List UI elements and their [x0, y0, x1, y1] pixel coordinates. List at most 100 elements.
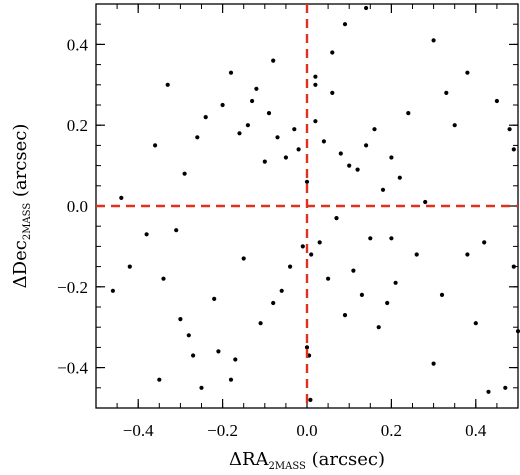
data-points [110, 5, 520, 402]
data-point [351, 268, 356, 273]
data-point [359, 292, 364, 297]
data-point [195, 135, 200, 140]
data-point [397, 175, 402, 180]
data-point [283, 155, 288, 160]
y-tick-label: 0.4 [67, 35, 89, 54]
data-point [199, 385, 204, 390]
data-point [153, 143, 158, 148]
data-point [494, 98, 499, 104]
x-tick-label: 0.2 [381, 421, 402, 440]
data-point [237, 131, 242, 136]
y-tick-label: −0.2 [57, 278, 88, 297]
data-point [321, 139, 326, 144]
data-point [127, 264, 132, 269]
data-point [161, 276, 166, 281]
data-point [439, 292, 445, 297]
data-point [465, 252, 470, 257]
x-tick-label: −0.2 [207, 421, 238, 440]
data-point [279, 288, 284, 293]
data-point [334, 216, 339, 221]
data-point [233, 357, 238, 362]
x-tick-label: −0.4 [123, 421, 154, 440]
data-point [309, 252, 314, 257]
data-point [165, 82, 170, 87]
data-point [347, 163, 352, 168]
data-point [317, 240, 322, 245]
data-point [220, 102, 225, 108]
data-point [465, 70, 470, 75]
data-point [380, 187, 386, 192]
data-point [110, 288, 115, 293]
data-point [300, 244, 305, 249]
data-point [296, 147, 301, 152]
data-point [507, 127, 512, 132]
y-tick-label: −0.4 [57, 359, 88, 378]
data-point [376, 325, 381, 330]
data-point [342, 22, 348, 27]
data-point [389, 155, 394, 160]
data-point [241, 256, 246, 261]
x-tick-label: 0.4 [465, 421, 487, 440]
x-axis-title: ΔRA2MASS (arcsec) [229, 449, 385, 472]
data-point [262, 159, 267, 164]
data-point [406, 111, 411, 116]
data-point [503, 385, 508, 390]
data-point [203, 115, 208, 120]
data-point [511, 147, 516, 152]
data-point [431, 38, 436, 43]
data-point [228, 70, 234, 75]
data-point [444, 90, 449, 95]
data-point [245, 123, 250, 128]
data-point [414, 252, 419, 257]
data-point [254, 86, 259, 91]
reference-lines [96, 4, 518, 408]
data-point [275, 135, 280, 140]
axis-ticks: −0.4 −0.2 0.0 0.2 0.4 −0.4 −0.2 0.0 0.2 0.4 [57, 3, 519, 440]
y-tick-label: 0.0 [67, 197, 88, 216]
data-point [313, 119, 318, 124]
data-point [271, 300, 276, 306]
data-point [288, 264, 293, 269]
data-point [292, 127, 297, 132]
data-point [423, 199, 428, 205]
data-point [473, 321, 478, 326]
data-point [304, 345, 310, 350]
data-point [250, 98, 255, 104]
data-point [182, 171, 187, 176]
data-point [186, 333, 191, 338]
data-point [372, 127, 377, 132]
data-point [338, 151, 343, 156]
data-point [355, 167, 360, 172]
data-point [191, 353, 196, 358]
data-point [326, 276, 331, 281]
data-point [212, 296, 217, 301]
data-point [144, 232, 149, 237]
data-point [304, 179, 310, 184]
data-point [385, 300, 390, 306]
data-point [393, 280, 398, 285]
data-point [431, 361, 436, 366]
data-point [157, 377, 162, 382]
data-point [271, 58, 276, 63]
x-tick-label: 0.0 [296, 421, 317, 440]
data-point [119, 195, 124, 200]
y-tick-label: 0.2 [67, 116, 88, 135]
data-point [364, 143, 369, 148]
y-axis-title: ΔDec2MASS (arcsec) [10, 124, 33, 289]
data-point [178, 317, 183, 322]
data-point [486, 389, 491, 394]
data-point [368, 236, 373, 241]
data-point [364, 5, 369, 11]
data-point [452, 123, 457, 128]
data-point [266, 111, 272, 116]
data-point [313, 82, 318, 87]
data-point [330, 90, 335, 95]
data-point [308, 397, 313, 402]
data-point [228, 377, 234, 382]
data-point [313, 74, 318, 79]
data-point [342, 313, 348, 318]
data-point [258, 321, 263, 326]
data-point [389, 236, 394, 241]
